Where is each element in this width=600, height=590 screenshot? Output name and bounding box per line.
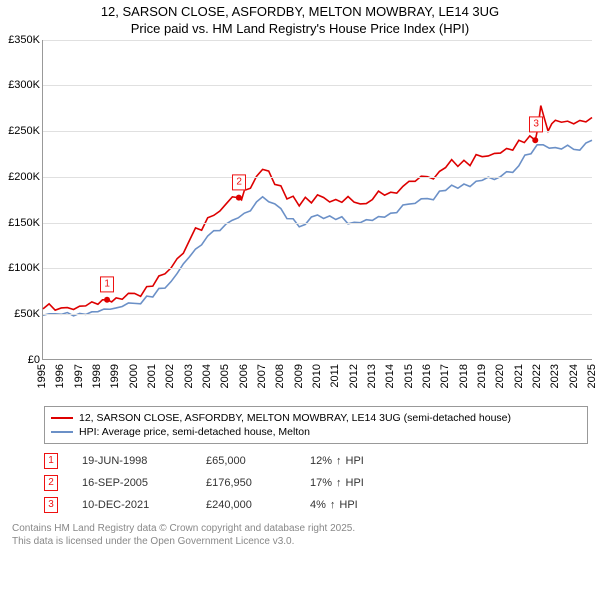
series-hpi	[43, 140, 592, 316]
x-tick-label: 2019	[476, 364, 488, 388]
transaction-pct-value: 17%	[310, 477, 332, 489]
chart-marker-dot	[104, 297, 110, 303]
footer-line-2: This data is licensed under the Open Gov…	[12, 535, 588, 548]
x-tick-label: 2023	[549, 364, 561, 388]
arrow-up-icon: ↑	[330, 499, 336, 511]
x-tick-label: 2008	[274, 364, 286, 388]
x-tick-label: 2025	[586, 364, 598, 388]
title-block: 12, SARSON CLOSE, ASFORDBY, MELTON MOWBR…	[0, 0, 600, 40]
x-tick-label: 2013	[366, 364, 378, 388]
x-tick-label: 2014	[384, 364, 396, 388]
x-tick-label: 1998	[91, 364, 103, 388]
transaction-suffix: HPI	[346, 455, 364, 467]
x-tick-label: 2000	[128, 364, 140, 388]
series-price_paid	[43, 105, 592, 310]
transaction-price: £176,950	[206, 477, 286, 489]
y-tick-label: £350K	[8, 34, 40, 46]
transaction-suffix: HPI	[346, 477, 364, 489]
title-line-1: 12, SARSON CLOSE, ASFORDBY, MELTON MOWBR…	[10, 4, 590, 21]
x-tick-label: 2011	[329, 364, 341, 388]
legend-swatch	[51, 417, 73, 419]
grid-line	[43, 314, 592, 315]
transaction-pct-value: 4%	[310, 499, 326, 511]
transaction-suffix: HPI	[339, 499, 357, 511]
y-tick-label: £250K	[8, 125, 40, 137]
x-tick-label: 2006	[238, 364, 250, 388]
legend-swatch	[51, 431, 73, 433]
transaction-pct: 4% ↑HPI	[310, 499, 410, 511]
chart-area: £0£50K£100K£150K£200K£250K£300K£350K 123…	[0, 40, 600, 400]
transaction-row: 1 19-JUN-1998 £65,000 12% ↑ HPI	[44, 450, 588, 472]
arrow-up-icon: ↑	[336, 455, 342, 467]
grid-line	[43, 223, 592, 224]
grid-line	[43, 177, 592, 178]
legend-row: 12, SARSON CLOSE, ASFORDBY, MELTON MOWBR…	[51, 411, 581, 425]
transaction-price: £240,000	[206, 499, 286, 511]
x-tick-label: 2010	[311, 364, 323, 388]
y-tick-label: £200K	[8, 171, 40, 183]
x-axis-labels: 1995199619971998199920002001200220032004…	[42, 360, 592, 400]
x-tick-label: 2002	[164, 364, 176, 388]
transaction-marker: 1	[44, 453, 58, 469]
chart-marker: 3	[529, 117, 543, 133]
x-tick-label: 2015	[403, 364, 415, 388]
x-tick-label: 2017	[439, 364, 451, 388]
title-line-2: Price paid vs. HM Land Registry's House …	[10, 21, 590, 38]
legend-row: HPI: Average price, semi-detached house,…	[51, 425, 581, 439]
y-tick-label: £100K	[8, 262, 40, 274]
transaction-row: 3 10-DEC-2021 £240,000 4% ↑HPI	[44, 494, 588, 516]
transaction-table: 119-JUN-1998£65,00012%↑HPI216-SEP-2005£1…	[44, 450, 588, 516]
chart-marker: 2	[232, 174, 246, 190]
grid-line	[43, 131, 592, 132]
transaction-date: 10-DEC-2021	[82, 499, 182, 511]
x-tick-label: 1999	[109, 364, 121, 388]
transaction-date: 16-SEP-2005	[82, 477, 182, 489]
y-tick-label: £50K	[14, 308, 40, 320]
x-tick-label: 2016	[421, 364, 433, 388]
footer-line-1: Contains HM Land Registry data © Crown c…	[12, 522, 588, 535]
transaction-marker: 2	[44, 475, 58, 491]
grid-line	[43, 85, 592, 86]
x-tick-label: 2022	[531, 364, 543, 388]
transaction-date: 19-JUN-1998	[82, 455, 182, 467]
x-tick-label: 2003	[183, 364, 195, 388]
transaction-pct: 17% ↑ HPI	[310, 477, 410, 489]
arrow-up-icon: ↑	[336, 477, 342, 489]
x-tick-label: 2012	[348, 364, 360, 388]
legend: 12, SARSON CLOSE, ASFORDBY, MELTON MOWBR…	[44, 406, 588, 444]
grid-line	[43, 40, 592, 41]
y-tick-label: £150K	[8, 217, 40, 229]
x-tick-label: 2005	[219, 364, 231, 388]
transaction-row: 2 16-SEP-2005 £176,950 17% ↑ HPI	[44, 472, 588, 494]
x-tick-label: 1997	[73, 364, 85, 388]
y-axis-labels: £0£50K£100K£150K£200K£250K£300K£350K	[0, 40, 42, 360]
x-tick-label: 2024	[568, 364, 580, 388]
footer: Contains HM Land Registry data © Crown c…	[12, 522, 588, 548]
x-tick-label: 2001	[146, 364, 158, 388]
grid-line	[43, 268, 592, 269]
transaction-marker: 3	[44, 497, 58, 513]
transaction-price: £65,000	[206, 455, 286, 467]
x-tick-label: 1995	[36, 364, 48, 388]
chart-marker-dot	[236, 194, 242, 200]
y-tick-label: £300K	[8, 79, 40, 91]
line-svg	[43, 40, 592, 359]
x-tick-label: 2009	[293, 364, 305, 388]
chart-container: 12, SARSON CLOSE, ASFORDBY, MELTON MOWBR…	[0, 0, 600, 548]
chart-marker-dot	[532, 137, 538, 143]
chart-marker: 1	[100, 277, 114, 293]
x-tick-label: 2004	[201, 364, 213, 388]
x-tick-label: 2018	[458, 364, 470, 388]
legend-label: HPI: Average price, semi-detached house,…	[79, 426, 310, 438]
x-tick-label: 2021	[513, 364, 525, 388]
x-tick-label: 2007	[256, 364, 268, 388]
transaction-pct-value: 12%	[310, 455, 332, 467]
x-tick-label: 2020	[494, 364, 506, 388]
legend-label: 12, SARSON CLOSE, ASFORDBY, MELTON MOWBR…	[79, 412, 511, 424]
transaction-pct: 12% ↑ HPI	[310, 455, 410, 467]
x-tick-label: 1996	[54, 364, 66, 388]
plot-region: 1 2 3	[42, 40, 592, 360]
